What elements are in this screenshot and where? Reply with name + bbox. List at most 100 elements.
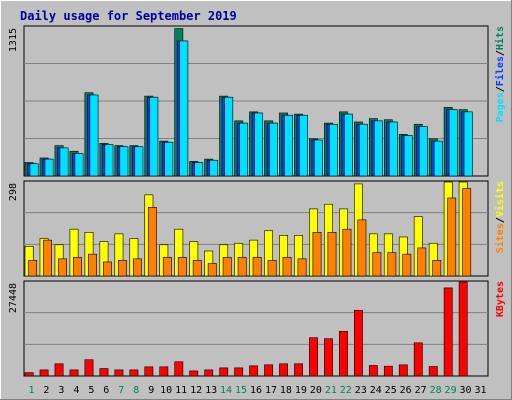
day-label: 23 [355, 385, 367, 396]
bar-sites [58, 258, 67, 277]
bar-sites [252, 256, 262, 277]
day-label: 13 [205, 385, 217, 396]
bar-pages [299, 114, 308, 177]
legend-entry: Pages [495, 92, 506, 122]
bar-sites [162, 256, 172, 277]
bar-kbytes [174, 361, 184, 377]
bar-pages [433, 140, 443, 177]
legend-entry: / [495, 86, 506, 92]
bar-sites [402, 253, 412, 277]
bar-kbytes [279, 363, 288, 377]
day-label: 30 [460, 385, 472, 396]
bar-kbytes [54, 363, 64, 377]
bar-pages [463, 111, 473, 177]
bar-kbytes [339, 330, 348, 377]
bar-kbytes [204, 369, 214, 377]
bar-sites [312, 232, 322, 277]
bar-sites [177, 256, 187, 277]
bar-pages [164, 141, 174, 177]
bar-pages [269, 122, 279, 177]
day-label: 7 [118, 385, 124, 396]
legend-entry: Visits [494, 181, 506, 217]
bar-sites [28, 260, 38, 277]
day-label: 11 [175, 385, 187, 396]
bar-kbytes [294, 363, 303, 377]
bar-pages [224, 96, 234, 177]
day-label: 3 [58, 385, 64, 396]
bar-kbytes [428, 366, 438, 377]
day-label: 25 [385, 385, 397, 396]
bar-sites [342, 228, 352, 277]
day-label: 17 [265, 385, 277, 396]
bar-kbytes [69, 369, 79, 377]
bar-pages [418, 126, 428, 177]
visits-sites-panel: 298 Sites/Visits [8, 180, 506, 277]
bar-sites [132, 258, 142, 277]
y-max-label: 27448 [8, 283, 19, 313]
bar-sites [207, 263, 217, 277]
day-label: 10 [160, 385, 172, 396]
bar-sites [297, 258, 307, 277]
day-label: 20 [310, 385, 322, 396]
panel-legend: Pages/Files/Hits [494, 26, 506, 122]
y-max-label: 1315 [8, 28, 19, 52]
day-label: 22 [340, 385, 352, 396]
bar-sites [267, 260, 277, 277]
bar-sites [372, 252, 382, 277]
bar-pages [194, 162, 204, 177]
day-label: 18 [280, 385, 292, 396]
day-label: 26 [400, 385, 412, 396]
bar-sites [147, 207, 157, 277]
bar-pages [448, 109, 458, 177]
bar-pages [104, 144, 114, 177]
day-label: 15 [235, 385, 247, 396]
day-axis: 1 2 3 4 5 6 7 8 9 10 11 12 13 14 15 16 17 18 19 20 21 22 23 24 2… [28, 385, 486, 396]
bar-sites [282, 256, 292, 277]
bar-pages [403, 135, 413, 177]
bar-sites [118, 260, 127, 277]
bar-kbytes [114, 369, 124, 377]
day-label: 24 [370, 385, 382, 396]
bar-pages [344, 113, 353, 177]
bar-sites [192, 260, 202, 277]
bar-sites [103, 261, 112, 277]
bar-kbytes [458, 281, 468, 377]
bar-kbytes [368, 365, 378, 377]
bar-pages [59, 147, 69, 177]
day-label: 4 [73, 385, 79, 396]
day-label: 31 [474, 385, 486, 396]
day-label: 14 [220, 385, 232, 396]
legend-entry: Files [494, 56, 506, 86]
bar-sites [237, 256, 247, 277]
panel-legend: Sites/Visits [494, 181, 506, 253]
bar-kbytes [383, 365, 393, 377]
bar-kbytes [413, 342, 423, 377]
bar-kbytes [39, 369, 49, 377]
bar-kbytes [264, 364, 274, 377]
bar-pages [358, 123, 368, 177]
bar-sites [73, 256, 82, 277]
bar-pages [284, 114, 293, 177]
legend-entry: KBytes [495, 281, 506, 317]
bar-pages [89, 94, 99, 177]
bar-sites [357, 219, 367, 277]
bar-sites [432, 260, 442, 277]
bar-kbytes [189, 370, 199, 377]
bar-pages [388, 121, 398, 177]
bar-pages [119, 146, 129, 177]
bar-pages [239, 122, 249, 177]
bar-pages [44, 158, 54, 177]
bar-kbytes [129, 369, 139, 377]
day-label: 29 [445, 385, 457, 396]
day-label: 12 [190, 385, 202, 396]
bar-pages [29, 163, 39, 177]
legend-entry: Sites [494, 223, 506, 253]
legend-entry: Hits [494, 26, 506, 50]
chart-title: Daily usage for September 2019 [20, 9, 237, 23]
bar-pages [209, 159, 219, 177]
bar-pages [314, 139, 323, 177]
legend-entry: / [495, 217, 506, 223]
day-label: 19 [295, 385, 307, 396]
